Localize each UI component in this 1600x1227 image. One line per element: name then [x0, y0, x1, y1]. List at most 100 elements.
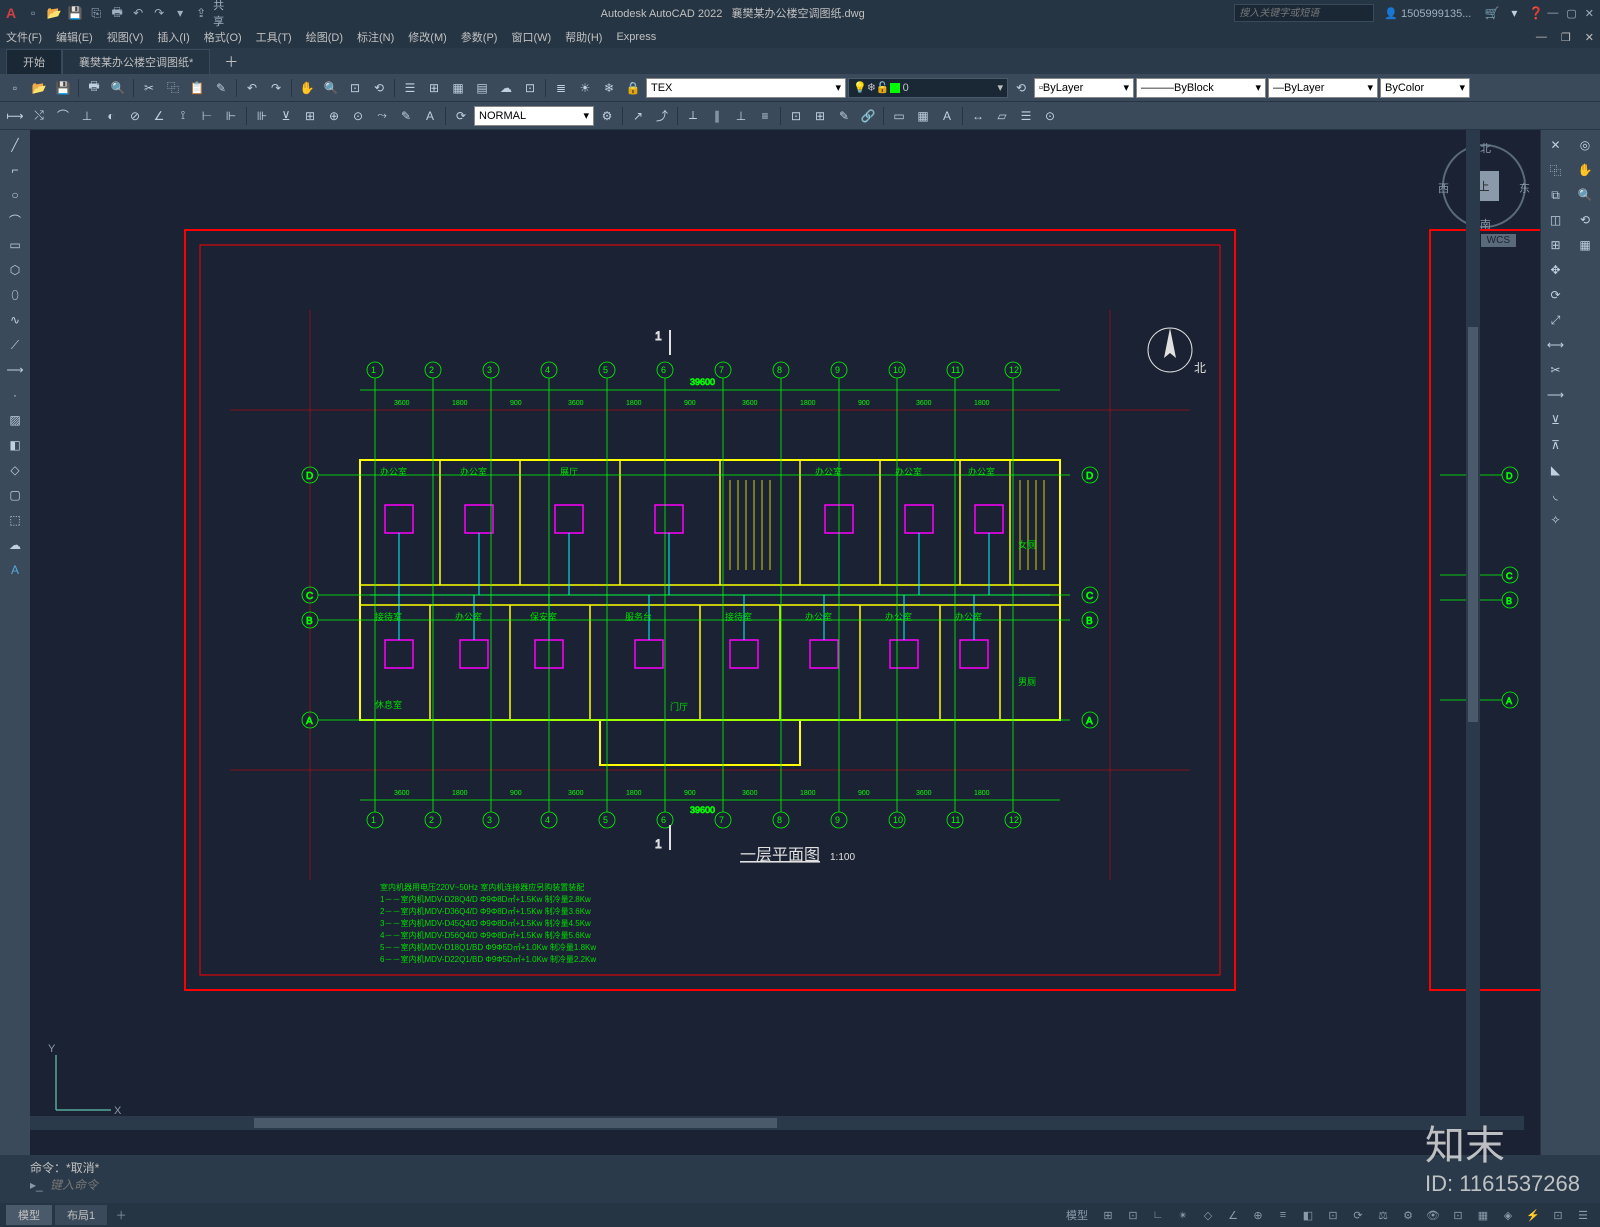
array-icon[interactable]: ⊞	[1545, 234, 1567, 256]
dyn-icon[interactable]: ⊕	[1247, 1205, 1269, 1225]
ws-icon[interactable]: ⚙	[1397, 1205, 1419, 1225]
user-menu[interactable]: 👤 1505999135...	[1384, 7, 1471, 20]
markup-icon[interactable]: ☁	[495, 77, 517, 99]
paste-icon[interactable]: 📋	[186, 77, 208, 99]
wipeout-icon[interactable]: ⬚	[3, 509, 27, 531]
share-icon[interactable]: ⇪	[192, 4, 210, 22]
hatch-icon[interactable]: ▨	[3, 409, 27, 431]
move-icon[interactable]: ✥	[1545, 259, 1567, 281]
undo2-icon[interactable]: ↶	[241, 77, 263, 99]
dimcont-icon[interactable]: ⊩	[220, 105, 242, 127]
model-label[interactable]: 模型	[1060, 1205, 1094, 1225]
cart-icon[interactable]: 🛒	[1481, 2, 1503, 24]
preview-icon[interactable]: 🔍	[107, 77, 129, 99]
layer-select[interactable]: 💡❄🔓 0▾	[848, 78, 1008, 98]
plot-icon[interactable]: 🖶	[108, 4, 126, 22]
snap-mode-icon[interactable]: ⊡	[1122, 1205, 1144, 1225]
bedit-icon[interactable]: ✎	[833, 105, 855, 127]
pan-icon[interactable]: ✋	[296, 77, 318, 99]
cen-icon[interactable]: ⊕	[323, 105, 345, 127]
redo-icon[interactable]: ↷	[150, 4, 168, 22]
break-icon[interactable]: ⊻	[1545, 409, 1567, 431]
gradient-icon[interactable]: ◧	[3, 434, 27, 456]
viewcube-north[interactable]: 北	[1480, 140, 1491, 156]
join-icon[interactable]: ⊼	[1545, 434, 1567, 456]
extend-icon[interactable]: ⟶	[1545, 384, 1567, 406]
dimali-icon[interactable]: ⤭	[28, 105, 50, 127]
dimdia-icon[interactable]: ⊘	[124, 105, 146, 127]
dist-icon[interactable]: ↔	[967, 105, 989, 127]
ray-icon[interactable]: ⟶	[3, 359, 27, 381]
ellipse-icon[interactable]: ⬯	[3, 284, 27, 306]
dimsty-icon[interactable]: ⚙	[596, 105, 618, 127]
menu-format[interactable]: 格式(O)	[204, 29, 242, 45]
dimrad-icon[interactable]: ◐	[100, 105, 122, 127]
mleader-icon[interactable]: ⤴	[651, 105, 673, 127]
revcloud-icon[interactable]: ☁	[3, 534, 27, 556]
constraint1-icon[interactable]: ⟂	[682, 105, 704, 127]
tab-model[interactable]: 模型	[6, 1205, 52, 1225]
hw-icon[interactable]: ⚡	[1522, 1205, 1544, 1225]
xref-icon[interactable]: 🔗	[857, 105, 879, 127]
dimted-icon[interactable]: A	[419, 105, 441, 127]
iso-icon[interactable]: ◈	[1497, 1205, 1519, 1225]
transparency-icon[interactable]: ◧	[1297, 1205, 1319, 1225]
constraint2-icon[interactable]: ∥	[706, 105, 728, 127]
print-icon[interactable]: 🖶	[83, 77, 105, 99]
search-input[interactable]	[1234, 4, 1374, 22]
xline-icon[interactable]: ⟋	[3, 334, 27, 356]
menu-file[interactable]: 文件(F)	[6, 29, 42, 45]
rect-icon[interactable]: ▭	[3, 234, 27, 256]
undo-icon[interactable]: ↶	[129, 4, 147, 22]
grid-mode-icon[interactable]: ⊞	[1097, 1205, 1119, 1225]
polygon-icon[interactable]: ⬡	[3, 259, 27, 281]
zoom-icon[interactable]: 🔍	[320, 77, 342, 99]
circle-icon[interactable]: ○	[3, 184, 27, 206]
menu-window[interactable]: 窗口(W)	[511, 29, 551, 45]
menu-edit[interactable]: 编辑(E)	[56, 29, 93, 45]
line-icon[interactable]: ╱	[3, 134, 27, 156]
dimbase-icon[interactable]: ⊢	[196, 105, 218, 127]
viewcube[interactable]: 上 北 南 东 西	[1442, 144, 1526, 228]
mtext-icon[interactable]: A	[936, 105, 958, 127]
dimqck-icon[interactable]: ⟟	[172, 105, 194, 127]
tab-start[interactable]: 开始	[6, 49, 62, 74]
dimlin-icon[interactable]: ⟼	[4, 105, 26, 127]
table-icon[interactable]: ▦	[912, 105, 934, 127]
zoomprev-icon[interactable]: ⟲	[368, 77, 390, 99]
menu-draw[interactable]: 绘图(D)	[306, 29, 343, 45]
constraint3-icon[interactable]: ⊥	[730, 105, 752, 127]
layer-mgr-icon[interactable]: ≣	[550, 77, 572, 99]
doc-close-icon[interactable]: ✕	[1585, 31, 1594, 44]
copy-icon[interactable]: ⿻	[162, 77, 184, 99]
layer-prev-icon[interactable]: ⟲	[1010, 77, 1032, 99]
doc-minimize-icon[interactable]: —	[1536, 31, 1547, 43]
trim-icon[interactable]: ✂	[1545, 359, 1567, 381]
doc-restore-icon[interactable]: ❐	[1561, 31, 1571, 44]
mirror-icon[interactable]: ⧉	[1545, 184, 1567, 206]
new-tab-button[interactable]: ＋	[216, 50, 246, 74]
copy2-icon[interactable]: ⿻	[1545, 159, 1567, 181]
zoomwin-icon[interactable]: ⊡	[344, 77, 366, 99]
scrollbar-horizontal[interactable]	[30, 1116, 1524, 1130]
text-icon[interactable]: A	[3, 559, 27, 581]
qv-icon[interactable]: ▦	[1472, 1205, 1494, 1225]
maximize-icon[interactable]: ▢	[1566, 7, 1576, 20]
props-icon[interactable]: ☰	[399, 77, 421, 99]
scale-icon[interactable]: ⤢	[1545, 309, 1567, 331]
drawing-canvas[interactable]: 上 北 南 东 西 WCS 北	[30, 130, 1540, 1180]
lineweight-select[interactable]: — ByLayer▾	[1268, 78, 1378, 98]
menu-dim[interactable]: 标注(N)	[357, 29, 394, 45]
spline-icon[interactable]: ∿	[3, 309, 27, 331]
redo2-icon[interactable]: ↷	[265, 77, 287, 99]
jog-icon[interactable]: ⤳	[371, 105, 393, 127]
cut-icon[interactable]: ✂	[138, 77, 160, 99]
minimize-icon[interactable]: —	[1547, 7, 1558, 20]
osnap-icon[interactable]: ◇	[1197, 1205, 1219, 1225]
tol-icon[interactable]: ⊞	[299, 105, 321, 127]
otrack-icon[interactable]: ∠	[1222, 1205, 1244, 1225]
textstyle-select[interactable]: TEX▾	[646, 78, 846, 98]
ortho-icon[interactable]: ∟	[1147, 1205, 1169, 1225]
dimbreak-icon[interactable]: ⊻	[275, 105, 297, 127]
nav-zoom-icon[interactable]: 🔍	[1574, 184, 1596, 206]
